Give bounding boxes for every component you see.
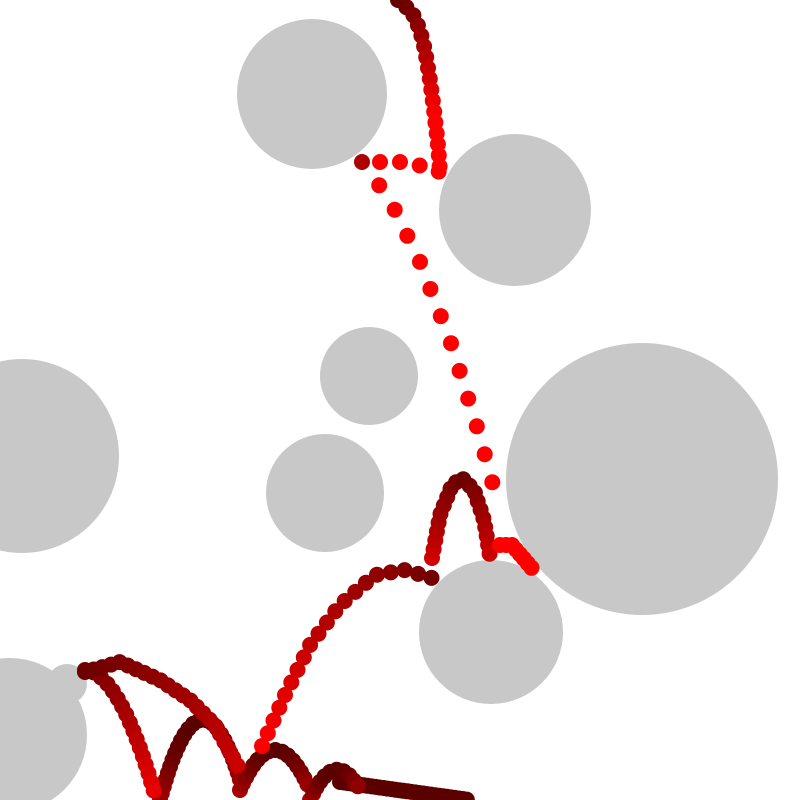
trail-dot <box>229 757 246 774</box>
obstacle-circle <box>266 434 384 552</box>
trail-dot <box>347 583 364 600</box>
trail-dot <box>371 177 388 194</box>
obstacle-circle <box>506 343 778 615</box>
trail-dot <box>327 603 344 620</box>
trail-dot <box>302 636 319 653</box>
trail-dot <box>357 574 374 591</box>
trail-dot <box>392 154 408 170</box>
trail-dot <box>372 154 388 170</box>
trail-dot <box>423 569 440 586</box>
trail-dot <box>422 281 439 297</box>
trail-dot <box>369 566 385 583</box>
trail-dot <box>254 738 270 754</box>
trail-dot <box>386 201 403 218</box>
trail-dot <box>399 227 416 244</box>
trail-dot <box>412 253 428 270</box>
trail-dot <box>336 593 353 609</box>
trail-dot <box>265 712 282 729</box>
obstacle-layer <box>0 19 778 800</box>
trail-dot <box>277 687 293 703</box>
trail-dot <box>458 791 475 800</box>
obstacle-circle <box>237 19 387 169</box>
trail-dot <box>484 474 501 491</box>
trail-dot <box>476 446 493 463</box>
trail-dot <box>382 564 399 581</box>
trail-dot <box>318 614 335 631</box>
trail-dot <box>354 154 370 170</box>
trail-dot <box>431 158 448 175</box>
trail-dot <box>410 565 427 582</box>
trail-dot <box>396 562 413 579</box>
trail-dot <box>259 725 276 742</box>
obstacle-circle <box>47 664 87 704</box>
trail-dot <box>310 625 327 642</box>
obstacle-circle <box>439 134 591 286</box>
trail-dot <box>468 418 485 435</box>
obstacle-circle <box>0 359 119 553</box>
trail-dot <box>145 782 162 799</box>
trail-layer <box>77 0 540 800</box>
trail-dot <box>271 699 288 716</box>
trail-dot <box>349 778 366 795</box>
trail-dot <box>283 674 300 691</box>
trail-dot <box>460 390 477 407</box>
trail-dot <box>289 661 306 678</box>
obstacle-circle <box>419 560 563 704</box>
trail-dot <box>411 157 428 174</box>
obstacle-circle <box>320 327 418 425</box>
trail-dot <box>295 649 312 666</box>
trail-dot <box>443 335 459 352</box>
trail-dot <box>432 308 449 325</box>
trail-dot <box>451 362 468 379</box>
trail-dot <box>523 559 540 576</box>
